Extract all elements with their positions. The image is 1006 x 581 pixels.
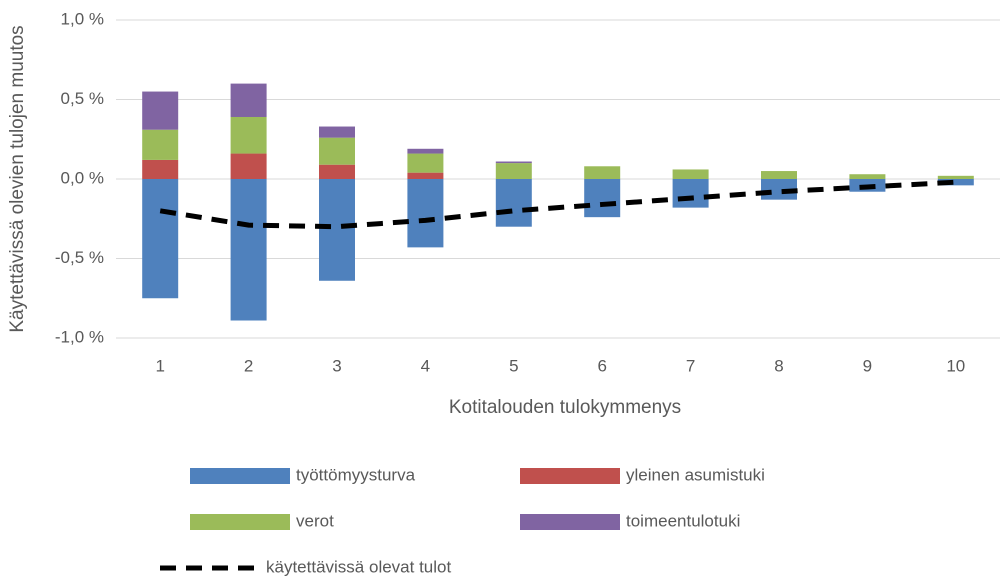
legend-swatch	[190, 468, 290, 484]
bar	[407, 172, 444, 179]
x-tick-label: 8	[774, 356, 783, 375]
x-tick-label: 1	[155, 356, 164, 375]
legend-label: verot	[296, 511, 334, 530]
legend-swatch	[520, 468, 620, 484]
x-tick-label: 2	[244, 356, 253, 375]
x-tick-label: 7	[686, 356, 695, 375]
bar	[230, 83, 267, 117]
bar	[584, 179, 621, 218]
x-tick-label: 5	[509, 356, 518, 375]
y-tick-label: 1,0 %	[61, 9, 104, 28]
bar	[319, 126, 355, 138]
y-tick-label: 0,5 %	[61, 89, 104, 108]
bar	[495, 163, 532, 179]
x-tick-label: 10	[946, 356, 965, 375]
bar	[230, 153, 267, 179]
legend-swatch	[520, 514, 620, 530]
bar	[761, 171, 797, 179]
x-tick-label: 3	[332, 356, 341, 375]
bar	[937, 179, 974, 186]
y-tick-label: 0,0 %	[61, 168, 104, 187]
line	[159, 179, 956, 230]
bar	[230, 179, 267, 321]
x-tick-label: 6	[597, 356, 606, 375]
y-axis-label: Käytettävissä olevien tulojen muutos	[7, 25, 28, 332]
legend-label: toimeentulotuki	[626, 511, 740, 530]
bar	[495, 161, 532, 164]
bar	[230, 116, 267, 154]
bar	[319, 179, 355, 281]
legend-swatch	[190, 514, 290, 530]
legend-label: käytettävissä olevat tulot	[266, 557, 451, 576]
bar	[142, 159, 179, 179]
bar	[407, 179, 444, 248]
bar	[142, 91, 179, 130]
bar	[672, 169, 709, 179]
bar	[319, 137, 355, 165]
bar	[937, 175, 974, 179]
x-tick-label: 9	[863, 356, 872, 375]
legend-label: työttömyysturva	[296, 465, 416, 484]
legend-label: yleinen asumistuki	[626, 465, 765, 484]
bar	[407, 153, 444, 173]
bar	[142, 129, 179, 160]
x-tick-label: 4	[421, 356, 430, 375]
y-tick-label: -1,0 %	[55, 327, 104, 346]
bar	[407, 148, 444, 154]
bar	[319, 164, 355, 179]
y-tick-label: -0,5 %	[55, 248, 104, 267]
x-axis-label: Kotitalouden tulokymmenys	[449, 397, 681, 418]
bar	[672, 179, 709, 208]
bar	[584, 166, 621, 179]
bar	[142, 179, 179, 299]
bar	[495, 179, 532, 227]
bar	[849, 174, 886, 179]
